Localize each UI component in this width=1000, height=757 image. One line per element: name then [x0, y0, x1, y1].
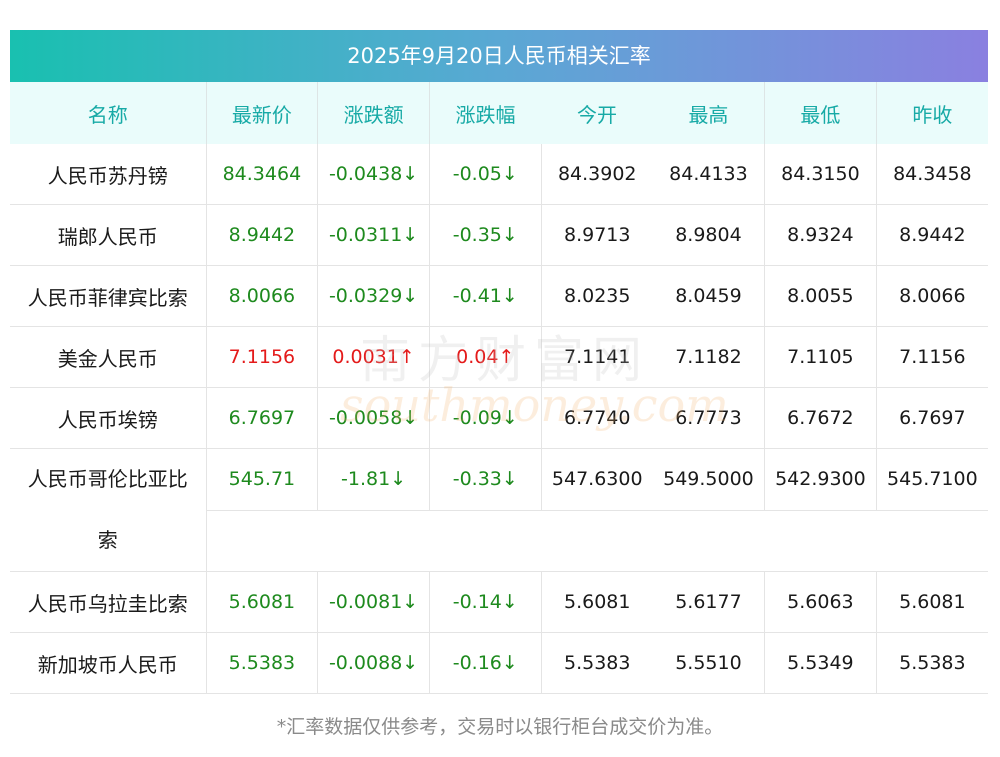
table-row: 瑞郎人民币 8.9442 -0.0311↓ -0.35↓ 8.9713 8.98…	[10, 204, 988, 266]
currency-name: 瑞郎人民币	[10, 204, 207, 266]
open-price: 5.5383	[541, 632, 653, 694]
latest-price: 5.6081	[206, 571, 319, 633]
open-price: 8.9713	[541, 204, 653, 266]
change-percent: -0.14↓	[429, 571, 542, 633]
currency-name: 人民币哥伦比亚比索	[10, 448, 207, 572]
change-amount: -0.0081↓	[317, 571, 430, 633]
change-percent: -0.41↓	[429, 265, 542, 327]
table-row: 人民币苏丹镑 84.3464 -0.0438↓ -0.05↓ 84.3902 8…	[10, 144, 988, 205]
open-price: 6.7740	[541, 387, 653, 449]
table-row: 人民币哥伦比亚比索 545.71 -1.81↓ -0.33↓ 547.6300 …	[10, 448, 988, 572]
change-amount: -0.0329↓	[317, 265, 430, 327]
high-price: 7.1182	[652, 326, 766, 388]
latest-price: 7.1156	[206, 326, 319, 388]
change-amount: -0.0058↓	[317, 387, 430, 449]
high-price: 5.5510	[652, 632, 766, 694]
header-change: 涨跌额	[317, 82, 430, 144]
header-prev-close: 昨收	[876, 82, 988, 144]
prev-close-price: 545.7100	[876, 448, 988, 511]
change-percent: -0.09↓	[429, 387, 542, 449]
row-continuation-blank	[206, 510, 988, 572]
prev-close-price: 7.1156	[876, 326, 988, 388]
low-price: 8.0055	[764, 265, 877, 327]
header-name: 名称	[10, 82, 207, 144]
open-price: 7.1141	[541, 326, 653, 388]
table-row: 人民币乌拉圭比索 5.6081 -0.0081↓ -0.14↓ 5.6081 5…	[10, 571, 988, 633]
prev-close-price: 84.3458	[876, 144, 988, 205]
latest-price: 5.5383	[206, 632, 319, 694]
header-change-pct: 涨跌幅	[429, 82, 542, 144]
change-amount: -1.81↓	[317, 448, 430, 511]
header-open: 今开	[541, 82, 653, 144]
change-percent: 0.04↑	[429, 326, 542, 388]
currency-name: 美金人民币	[10, 326, 207, 388]
change-percent: -0.16↓	[429, 632, 542, 694]
header-low: 最低	[764, 82, 877, 144]
open-price: 8.0235	[541, 265, 653, 327]
low-price: 8.9324	[764, 204, 877, 266]
currency-name: 人民币埃镑	[10, 387, 207, 449]
table-row: 美金人民币 7.1156 0.0031↑ 0.04↑ 7.1141 7.1182…	[10, 326, 988, 388]
prev-close-price: 5.6081	[876, 571, 988, 633]
high-price: 8.9804	[652, 204, 766, 266]
high-price: 549.5000	[652, 448, 766, 511]
change-amount: 0.0031↑	[317, 326, 430, 388]
low-price: 84.3150	[764, 144, 877, 205]
high-price: 6.7773	[652, 387, 766, 449]
latest-price: 545.71	[206, 448, 319, 511]
change-amount: -0.0438↓	[317, 144, 430, 205]
currency-name: 人民币菲律宾比索	[10, 265, 207, 327]
high-price: 5.6177	[652, 571, 766, 633]
latest-price: 6.7697	[206, 387, 319, 449]
change-amount: -0.0311↓	[317, 204, 430, 266]
high-price: 84.4133	[652, 144, 766, 205]
table-row: 人民币菲律宾比索 8.0066 -0.0329↓ -0.41↓ 8.0235 8…	[10, 265, 988, 327]
table-title: 2025年9月20日人民币相关汇率	[10, 30, 988, 82]
change-percent: -0.05↓	[429, 144, 542, 205]
open-price: 5.6081	[541, 571, 653, 633]
currency-name: 人民币乌拉圭比索	[10, 571, 207, 633]
high-price: 8.0459	[652, 265, 766, 327]
currency-name-line1: 人民币哥伦比亚比	[27, 467, 188, 491]
low-price: 5.5349	[764, 632, 877, 694]
exchange-rate-table-container: 2025年9月20日人民币相关汇率 名称 最新价 涨跌额 涨跌幅 今开 最高 最…	[10, 30, 988, 694]
header-row: 名称 最新价 涨跌额 涨跌幅 今开 最高 最低 昨收	[10, 82, 988, 144]
latest-price: 8.9442	[206, 204, 319, 266]
table-row: 新加坡币人民币 5.5383 -0.0088↓ -0.16↓ 5.5383 5.…	[10, 632, 988, 694]
currency-name-line2: 索	[97, 528, 118, 552]
exchange-rate-table: 名称 最新价 涨跌额 涨跌幅 今开 最高 最低 昨收 人民币苏丹镑 84.346…	[10, 82, 988, 694]
low-price: 542.9300	[764, 448, 877, 511]
change-amount: -0.0088↓	[317, 632, 430, 694]
latest-price: 8.0066	[206, 265, 319, 327]
latest-price: 84.3464	[206, 144, 319, 205]
header-high: 最高	[652, 82, 766, 144]
table-row-spacer	[10, 510, 988, 572]
change-percent: -0.35↓	[429, 204, 542, 266]
currency-name: 新加坡币人民币	[10, 632, 207, 694]
prev-close-price: 6.7697	[876, 387, 988, 449]
prev-close-price: 8.9442	[876, 204, 988, 266]
header-latest: 最新价	[206, 82, 319, 144]
change-percent: -0.33↓	[429, 448, 542, 511]
prev-close-price: 5.5383	[876, 632, 988, 694]
low-price: 7.1105	[764, 326, 877, 388]
low-price: 5.6063	[764, 571, 877, 633]
disclaimer-footnote: *汇率数据仅供参考，交易时以银行柜台成交价为准。	[276, 716, 724, 738]
open-price: 84.3902	[541, 144, 653, 205]
open-price: 547.6300	[541, 448, 653, 511]
table-row: 人民币埃镑 6.7697 -0.0058↓ -0.09↓ 6.7740 6.77…	[10, 387, 988, 449]
currency-name: 人民币苏丹镑	[10, 144, 207, 205]
prev-close-price: 8.0066	[876, 265, 988, 327]
low-price: 6.7672	[764, 387, 877, 449]
